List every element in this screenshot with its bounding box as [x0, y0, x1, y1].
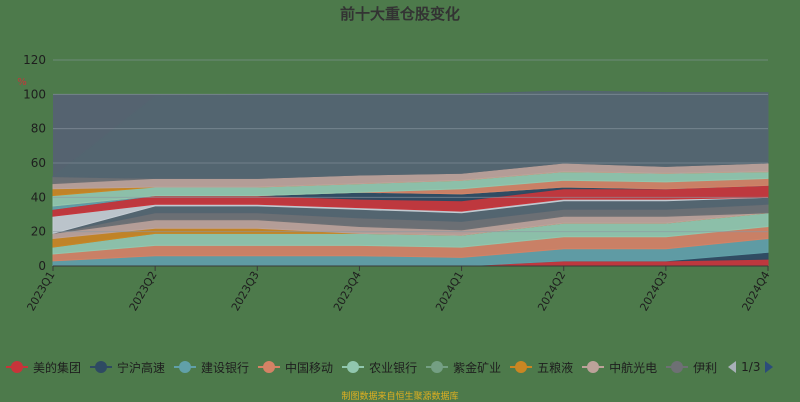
legend-label: 五粮液 [537, 360, 574, 375]
legend-item[interactable]: 宁沪高速 [90, 359, 165, 376]
legend-marker-icon [6, 360, 28, 374]
legend-item[interactable]: 建设银行 [174, 359, 249, 376]
legend-marker-icon [582, 360, 605, 374]
y-tick-label: 0 [38, 259, 46, 273]
x-tick-label: 2024Q1 [433, 269, 466, 313]
y-tick-label: 100 [23, 87, 46, 101]
x-axis: 2023Q1 2023Q2 2023Q3 2023Q4 2024Q1 2024Q2 2024… [25, 265, 773, 313]
source-note: 制图数据来自恒生聚源数据库 [341, 392, 459, 402]
legend-label: 紫金矿业 [453, 360, 502, 375]
legend-marker-icon [174, 360, 197, 374]
y-axis: 0 20 40 60 80 100 120 [23, 53, 46, 273]
legend-marker-icon [666, 360, 689, 374]
legend-page-indicator: 1/3 [741, 360, 761, 374]
x-tick-label: 2023Q1 [25, 269, 58, 313]
legend-next-icon[interactable] [765, 361, 774, 373]
legend-label: 建设银行 [201, 360, 250, 375]
legend-item[interactable]: 紫金矿业 [426, 359, 501, 376]
y-tick-label: 60 [31, 156, 46, 170]
area-series-20[interactable] [51, 90, 769, 179]
x-tick-label: 2024Q3 [637, 269, 670, 313]
y-tick-label: 80 [31, 122, 46, 136]
y-tick-label: 20 [31, 225, 46, 239]
y-tick-label: 120 [23, 53, 46, 67]
x-tick-label: 2023Q3 [229, 269, 262, 313]
x-tick-label: 2024Q4 [740, 269, 773, 313]
legend-label: 中国移动 [285, 360, 334, 375]
legend-item[interactable]: 中航光电 [582, 359, 657, 376]
legend-pager: 1/3 [728, 360, 774, 374]
legend-marker-icon [510, 360, 533, 374]
legend-label: 中航光电 [609, 360, 658, 375]
legend-item[interactable]: 五粮液 [510, 359, 573, 376]
area-series-group [51, 90, 769, 267]
legend-label: 美的集团 [33, 360, 82, 375]
legend: 美的集团 宁沪高速 建设银行 中国移动 农业银行 紫金矿业 五粮液 中航光电 伊利 1/3 [6, 357, 774, 377]
legend-prev-icon[interactable] [728, 361, 737, 373]
legend-label: 伊利 [693, 360, 718, 375]
legend-marker-icon [342, 360, 365, 374]
x-tick-label: 2023Q2 [127, 269, 160, 313]
x-tick-label: 2024Q2 [535, 269, 568, 313]
legend-label: 宁沪高速 [117, 360, 166, 375]
legend-item[interactable]: 伊利 [666, 359, 717, 376]
legend-label: 农业银行 [369, 360, 418, 375]
chart-title: 前十大重仓股变化 [340, 5, 460, 23]
legend-marker-icon [258, 360, 281, 374]
legend-marker-icon [90, 360, 113, 374]
legend-item[interactable]: 农业银行 [342, 359, 417, 376]
x-tick-label: 2023Q4 [331, 269, 364, 313]
legend-item[interactable]: 中国移动 [258, 359, 333, 376]
y-axis-unit: % [17, 77, 27, 88]
legend-item[interactable]: 美的集团 [6, 359, 81, 376]
legend-marker-icon [426, 360, 449, 374]
plot-top-band [53, 60, 768, 95]
y-tick-label: 40 [31, 190, 46, 204]
